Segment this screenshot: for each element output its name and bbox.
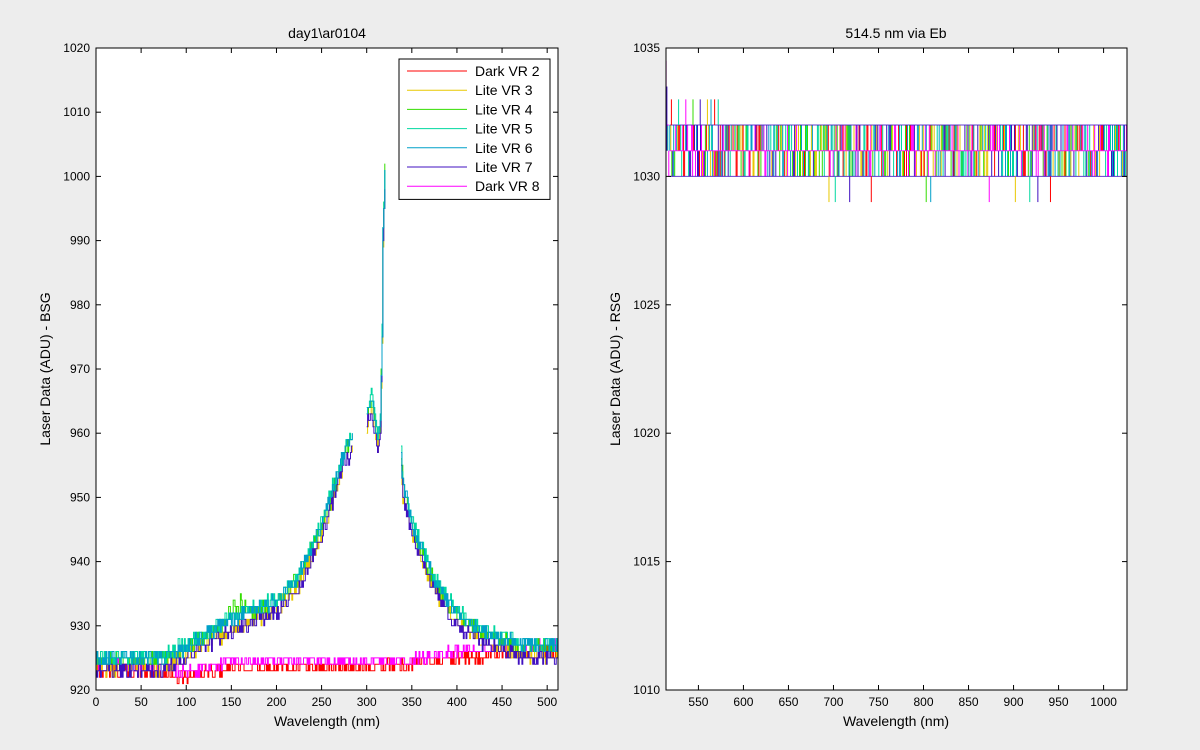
legend-entry: Lite VR 6 [475, 140, 533, 156]
x-tick-label: 200 [266, 695, 286, 709]
y-tick-label: 1020 [63, 41, 90, 55]
left-series-group [96, 163, 558, 685]
x-tick-label: 750 [868, 695, 888, 709]
y-tick-label: 1025 [633, 298, 660, 312]
legend-entry: Lite VR 7 [475, 159, 533, 175]
y-tick-label: 1035 [633, 41, 660, 55]
x-tick-label: 850 [959, 695, 979, 709]
y-tick-label: 980 [70, 298, 90, 312]
x-tick-label: 250 [312, 695, 332, 709]
x-tick-label: 650 [778, 695, 798, 709]
legend: Dark VR 2 Lite VR 3 Lite VR 4 Lite VR 5 Lite… [398, 58, 551, 200]
y-tick-label: 1015 [633, 555, 660, 569]
left-x-axis-label: Wavelength (nm) [274, 713, 380, 729]
left-chart: 0 50 100 150 200 250 300 350 400 450 500 920 930 940 9… [37, 25, 559, 729]
y-tick-label: 920 [70, 683, 90, 697]
x-tick-label: 50 [134, 695, 148, 709]
right-chart: 550 600 650 700 750 800 850 900 950 1000 1010 1015 1… [607, 25, 1128, 729]
right-y-axis-label: Laser Data (ADU) - RSG [607, 292, 623, 446]
x-tick-label: 0 [93, 695, 100, 709]
y-tick-label: 1010 [633, 683, 660, 697]
x-tick-label: 1000 [1090, 695, 1117, 709]
series-line-lite-vr-6 [401, 452, 558, 652]
x-tick-label: 400 [447, 695, 467, 709]
x-tick-label: 600 [733, 695, 753, 709]
series-line-lite-vr-6 [96, 433, 353, 665]
y-tick-label: 970 [70, 362, 90, 376]
right-series-group [666, 60, 1127, 203]
right-title: 514.5 nm via Eb [845, 25, 946, 41]
legend-entry: Lite VR 5 [475, 121, 533, 137]
y-tick-label: 1020 [633, 426, 660, 440]
x-tick-label: 350 [402, 695, 422, 709]
x-tick-label: 700 [823, 695, 843, 709]
right-ticks: 550 600 650 700 750 800 850 900 950 1000 1010 1015 1… [633, 41, 1127, 709]
y-tick-label: 1010 [63, 105, 90, 119]
x-tick-label: 100 [176, 695, 196, 709]
left-y-axis-label: Laser Data (ADU) - BSG [37, 292, 53, 445]
y-tick-label: 1000 [63, 169, 90, 183]
x-tick-label: 800 [913, 695, 933, 709]
series-line-lite-vr-7 [401, 464, 558, 665]
right-x-axis-label: Wavelength (nm) [843, 713, 949, 729]
x-tick-label: 300 [357, 695, 377, 709]
x-tick-label: 900 [1004, 695, 1024, 709]
series-start-transient [666, 60, 669, 126]
y-tick-label: 940 [70, 555, 90, 569]
y-tick-label: 950 [70, 490, 90, 504]
x-tick-label: 550 [688, 695, 708, 709]
legend-entry: Lite VR 4 [475, 101, 533, 117]
series-line-lite-vr-5 [366, 170, 386, 441]
left-title: day1\ar0104 [288, 25, 366, 41]
left-ticks: 0 50 100 150 200 250 300 350 400 450 500 920 930 940 9… [63, 41, 558, 709]
series-line-lite-vr-6 [366, 170, 386, 434]
right-axes-box [665, 47, 1128, 691]
y-tick-label: 960 [70, 426, 90, 440]
legend-entry: Dark VR 8 [475, 178, 540, 194]
legend-box [398, 58, 551, 200]
legend-entry: Dark VR 2 [475, 63, 540, 79]
y-tick-label: 1030 [633, 169, 660, 183]
x-tick-label: 450 [492, 695, 512, 709]
y-tick-label: 930 [70, 619, 90, 633]
y-tick-label: 990 [70, 234, 90, 248]
x-tick-label: 950 [1049, 695, 1069, 709]
legend-entry: Lite VR 3 [475, 82, 533, 98]
x-tick-label: 150 [221, 695, 241, 709]
x-tick-label: 500 [537, 695, 557, 709]
